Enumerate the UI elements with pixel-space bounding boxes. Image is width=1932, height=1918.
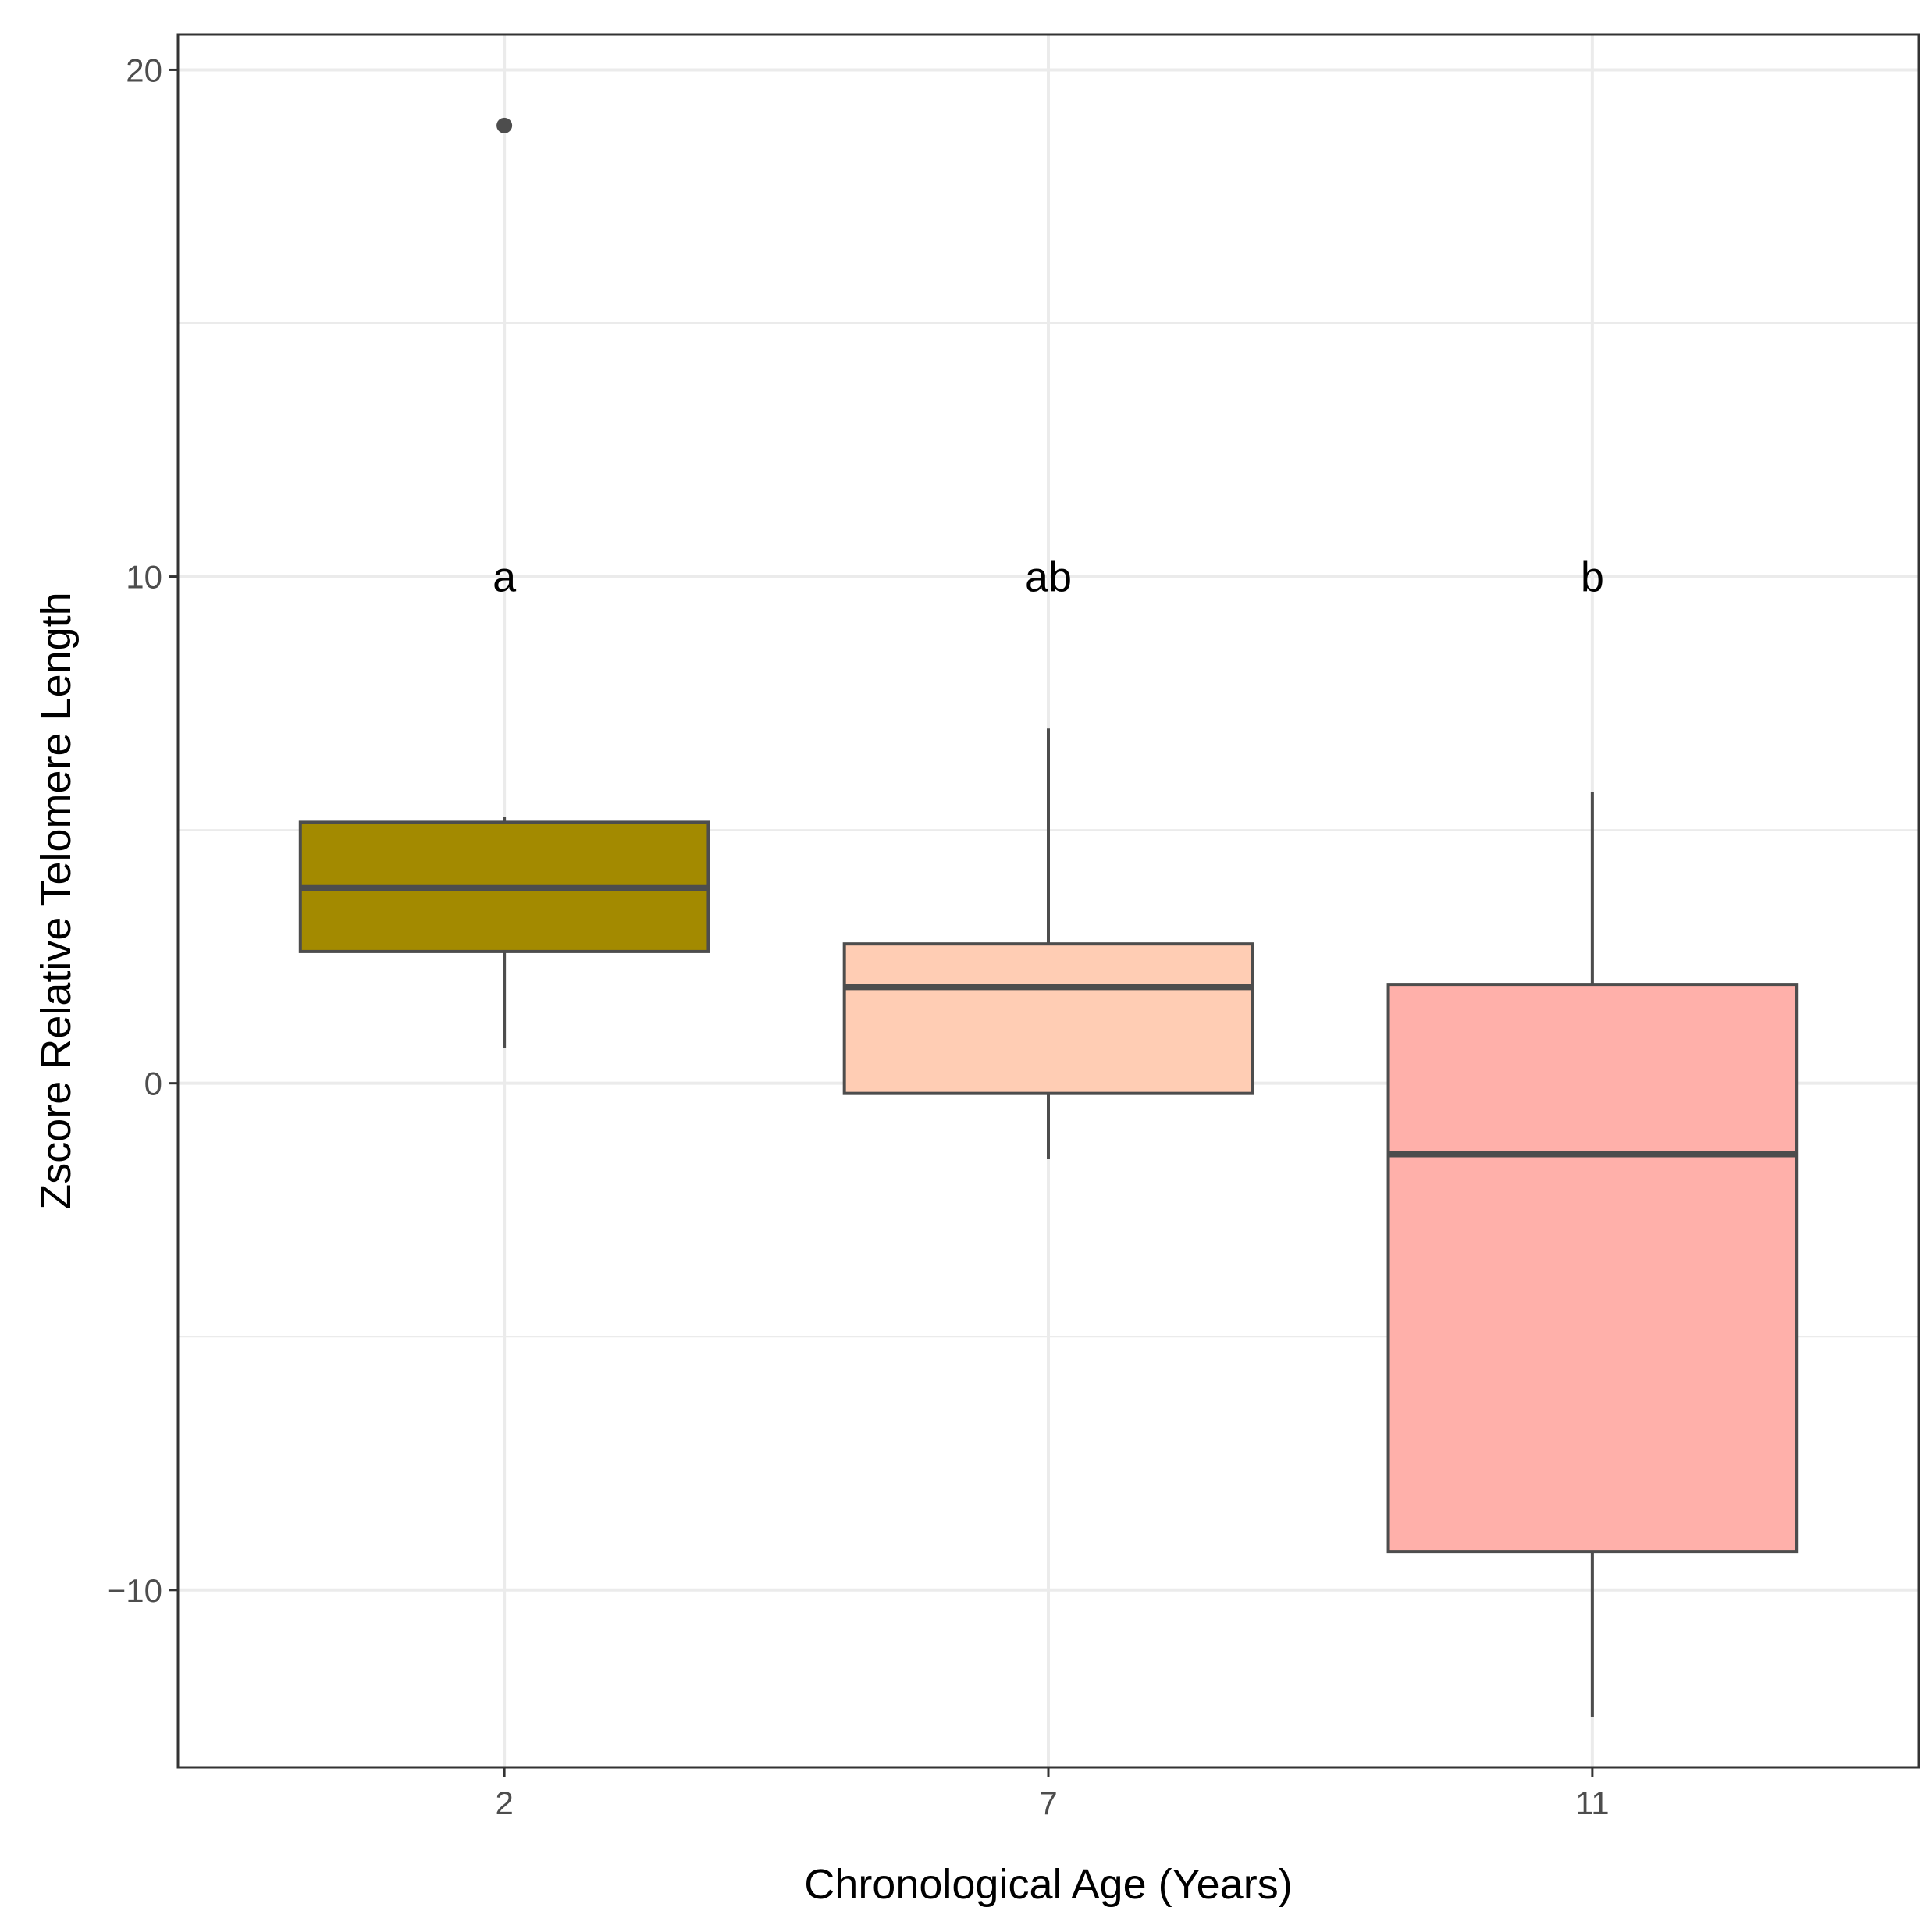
box-group-2 [298, 117, 710, 1048]
group-annotations: a ab b [493, 554, 1604, 601]
annotation-label: ab [1025, 554, 1072, 601]
y-tick-label: −10 [107, 1572, 162, 1609]
y-axis-title: Zscore Relative Telomere Length [33, 592, 80, 1209]
x-tick-label: 11 [1575, 1785, 1610, 1821]
outlier-point [496, 117, 513, 133]
y-tick-label: 20 [126, 52, 162, 88]
box-iqr [842, 942, 1254, 1095]
x-tick-label: 2 [495, 1785, 513, 1821]
axes: −10 0 10 20 2 7 11 [107, 52, 1610, 1821]
box-iqr [1386, 983, 1799, 1554]
x-axis-title: Chronological Age (Years) [804, 1861, 1292, 1908]
box-group-11 [1386, 792, 1799, 1717]
y-tick-label: 10 [126, 559, 162, 596]
x-tick-label: 7 [1039, 1785, 1057, 1821]
y-tick-label: 0 [144, 1066, 162, 1102]
boxes [298, 117, 1799, 1717]
annotation-label: b [1581, 554, 1604, 601]
box-group-7 [842, 728, 1254, 1160]
annotation-label: a [493, 554, 517, 601]
